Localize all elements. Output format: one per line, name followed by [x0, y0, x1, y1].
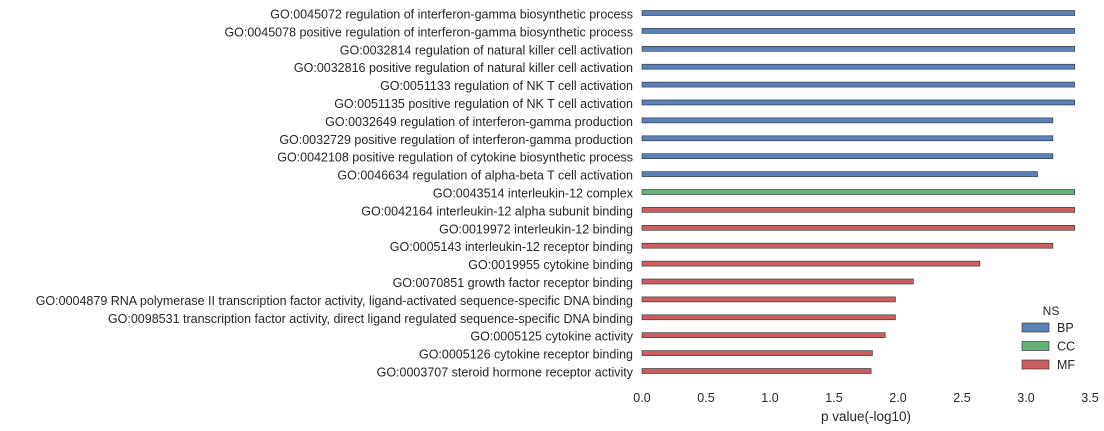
category-label-19: GO:0005125 cytokine activity: [470, 330, 633, 344]
bar-12: [641, 207, 1075, 213]
bar-9: [641, 153, 1054, 159]
category-labels: GO:0045072 regulation of interferon-gamm…: [36, 8, 634, 380]
bar-20: [641, 350, 873, 356]
category-label-9: GO:0042108 positive regulation of cytoki…: [277, 151, 633, 165]
category-label-20: GO:0005126 cytokine receptor binding: [419, 348, 633, 362]
bar-14: [641, 242, 1054, 249]
legend-label-mf: MF: [1057, 358, 1075, 372]
bar-6: [641, 99, 1075, 106]
category-label-10: GO:0046634 regulation of alpha-beta T ce…: [337, 169, 633, 183]
category-label-13: GO:0019972 interleukin-12 binding: [439, 222, 633, 236]
category-label-3: GO:0032814 regulation of natural killer …: [340, 43, 633, 57]
bar-8: [641, 135, 1054, 142]
category-label-6: GO:0051135 positive regulation of NK T c…: [334, 97, 633, 111]
bar-15: [641, 260, 981, 267]
x-tick-label-3: 1.0: [761, 391, 778, 405]
bars-layer: [641, 10, 1075, 374]
bar-18: [641, 314, 896, 321]
bar-13: [641, 225, 1075, 231]
x-tick-label-5: 2.0: [889, 391, 906, 405]
category-label-4: GO:0032816 positive regulation of natura…: [294, 61, 633, 75]
category-label-5: GO:0051133 regulation of NK T cell activ…: [380, 79, 633, 93]
legend-label-bp: BP: [1057, 321, 1074, 335]
legend-swatch-cc: [1021, 341, 1050, 351]
x-tick-labels: 0.0 0.5 1.0 1.5 2.0 2.5 3.0 3.5: [633, 391, 1098, 405]
bar-17: [641, 296, 896, 303]
x-tick-label-6: 2.5: [953, 391, 970, 405]
bar-10: [641, 171, 1038, 177]
bar-4: [641, 63, 1075, 70]
legend-swatch-bp: [1021, 322, 1050, 333]
category-label-1: GO:0045072 regulation of interferon-gamm…: [270, 8, 633, 22]
x-axis-label: p value(-log10): [821, 409, 911, 424]
bar-1: [641, 10, 1075, 16]
x-tick-label-4: 1.5: [825, 391, 842, 405]
category-label-16: GO:0070851 growth factor receptor bindin…: [393, 276, 633, 290]
category-label-2: GO:0045078 positive regulation of interf…: [224, 25, 633, 39]
bar-7: [641, 117, 1054, 124]
bar-11: [641, 189, 1075, 195]
category-label-11: GO:0043514 interleukin-12 complex: [433, 187, 634, 201]
category-label-15: GO:0019955 cytokine binding: [468, 258, 633, 272]
legend-label-cc: CC: [1057, 340, 1075, 354]
category-label-17: GO:0004879 RNA polymerase II transcripti…: [36, 294, 633, 308]
category-label-14: GO:0005143 interleukin-12 receptor bindi…: [390, 240, 633, 254]
bar-21: [641, 368, 872, 374]
category-label-8: GO:0032729 positive regulation of interf…: [279, 133, 633, 147]
legend-title: NS: [1043, 304, 1060, 318]
bar-2: [641, 28, 1075, 34]
x-tick-label-8: 3.5: [1081, 391, 1098, 405]
x-tick-label-2: 0.5: [697, 391, 714, 405]
x-tick-label-7: 3.0: [1017, 391, 1034, 405]
bar-19: [641, 332, 886, 339]
x-tick-label-1: 0.0: [633, 391, 650, 405]
bar-16: [641, 278, 914, 285]
legend: NS BP CC MF: [1021, 304, 1075, 372]
category-label-18: GO:0098531 transcription factor activity…: [108, 312, 633, 326]
category-label-7: GO:0032649 regulation of interferon-gamm…: [325, 115, 633, 129]
category-label-12: GO:0042164 interleukin-12 alpha subunit …: [361, 204, 633, 218]
bar-3: [641, 45, 1075, 52]
bar-5: [641, 81, 1075, 88]
category-label-21: GO:0003707 steroid hormone receptor acti…: [377, 366, 634, 380]
legend-swatch-mf: [1021, 359, 1050, 370]
